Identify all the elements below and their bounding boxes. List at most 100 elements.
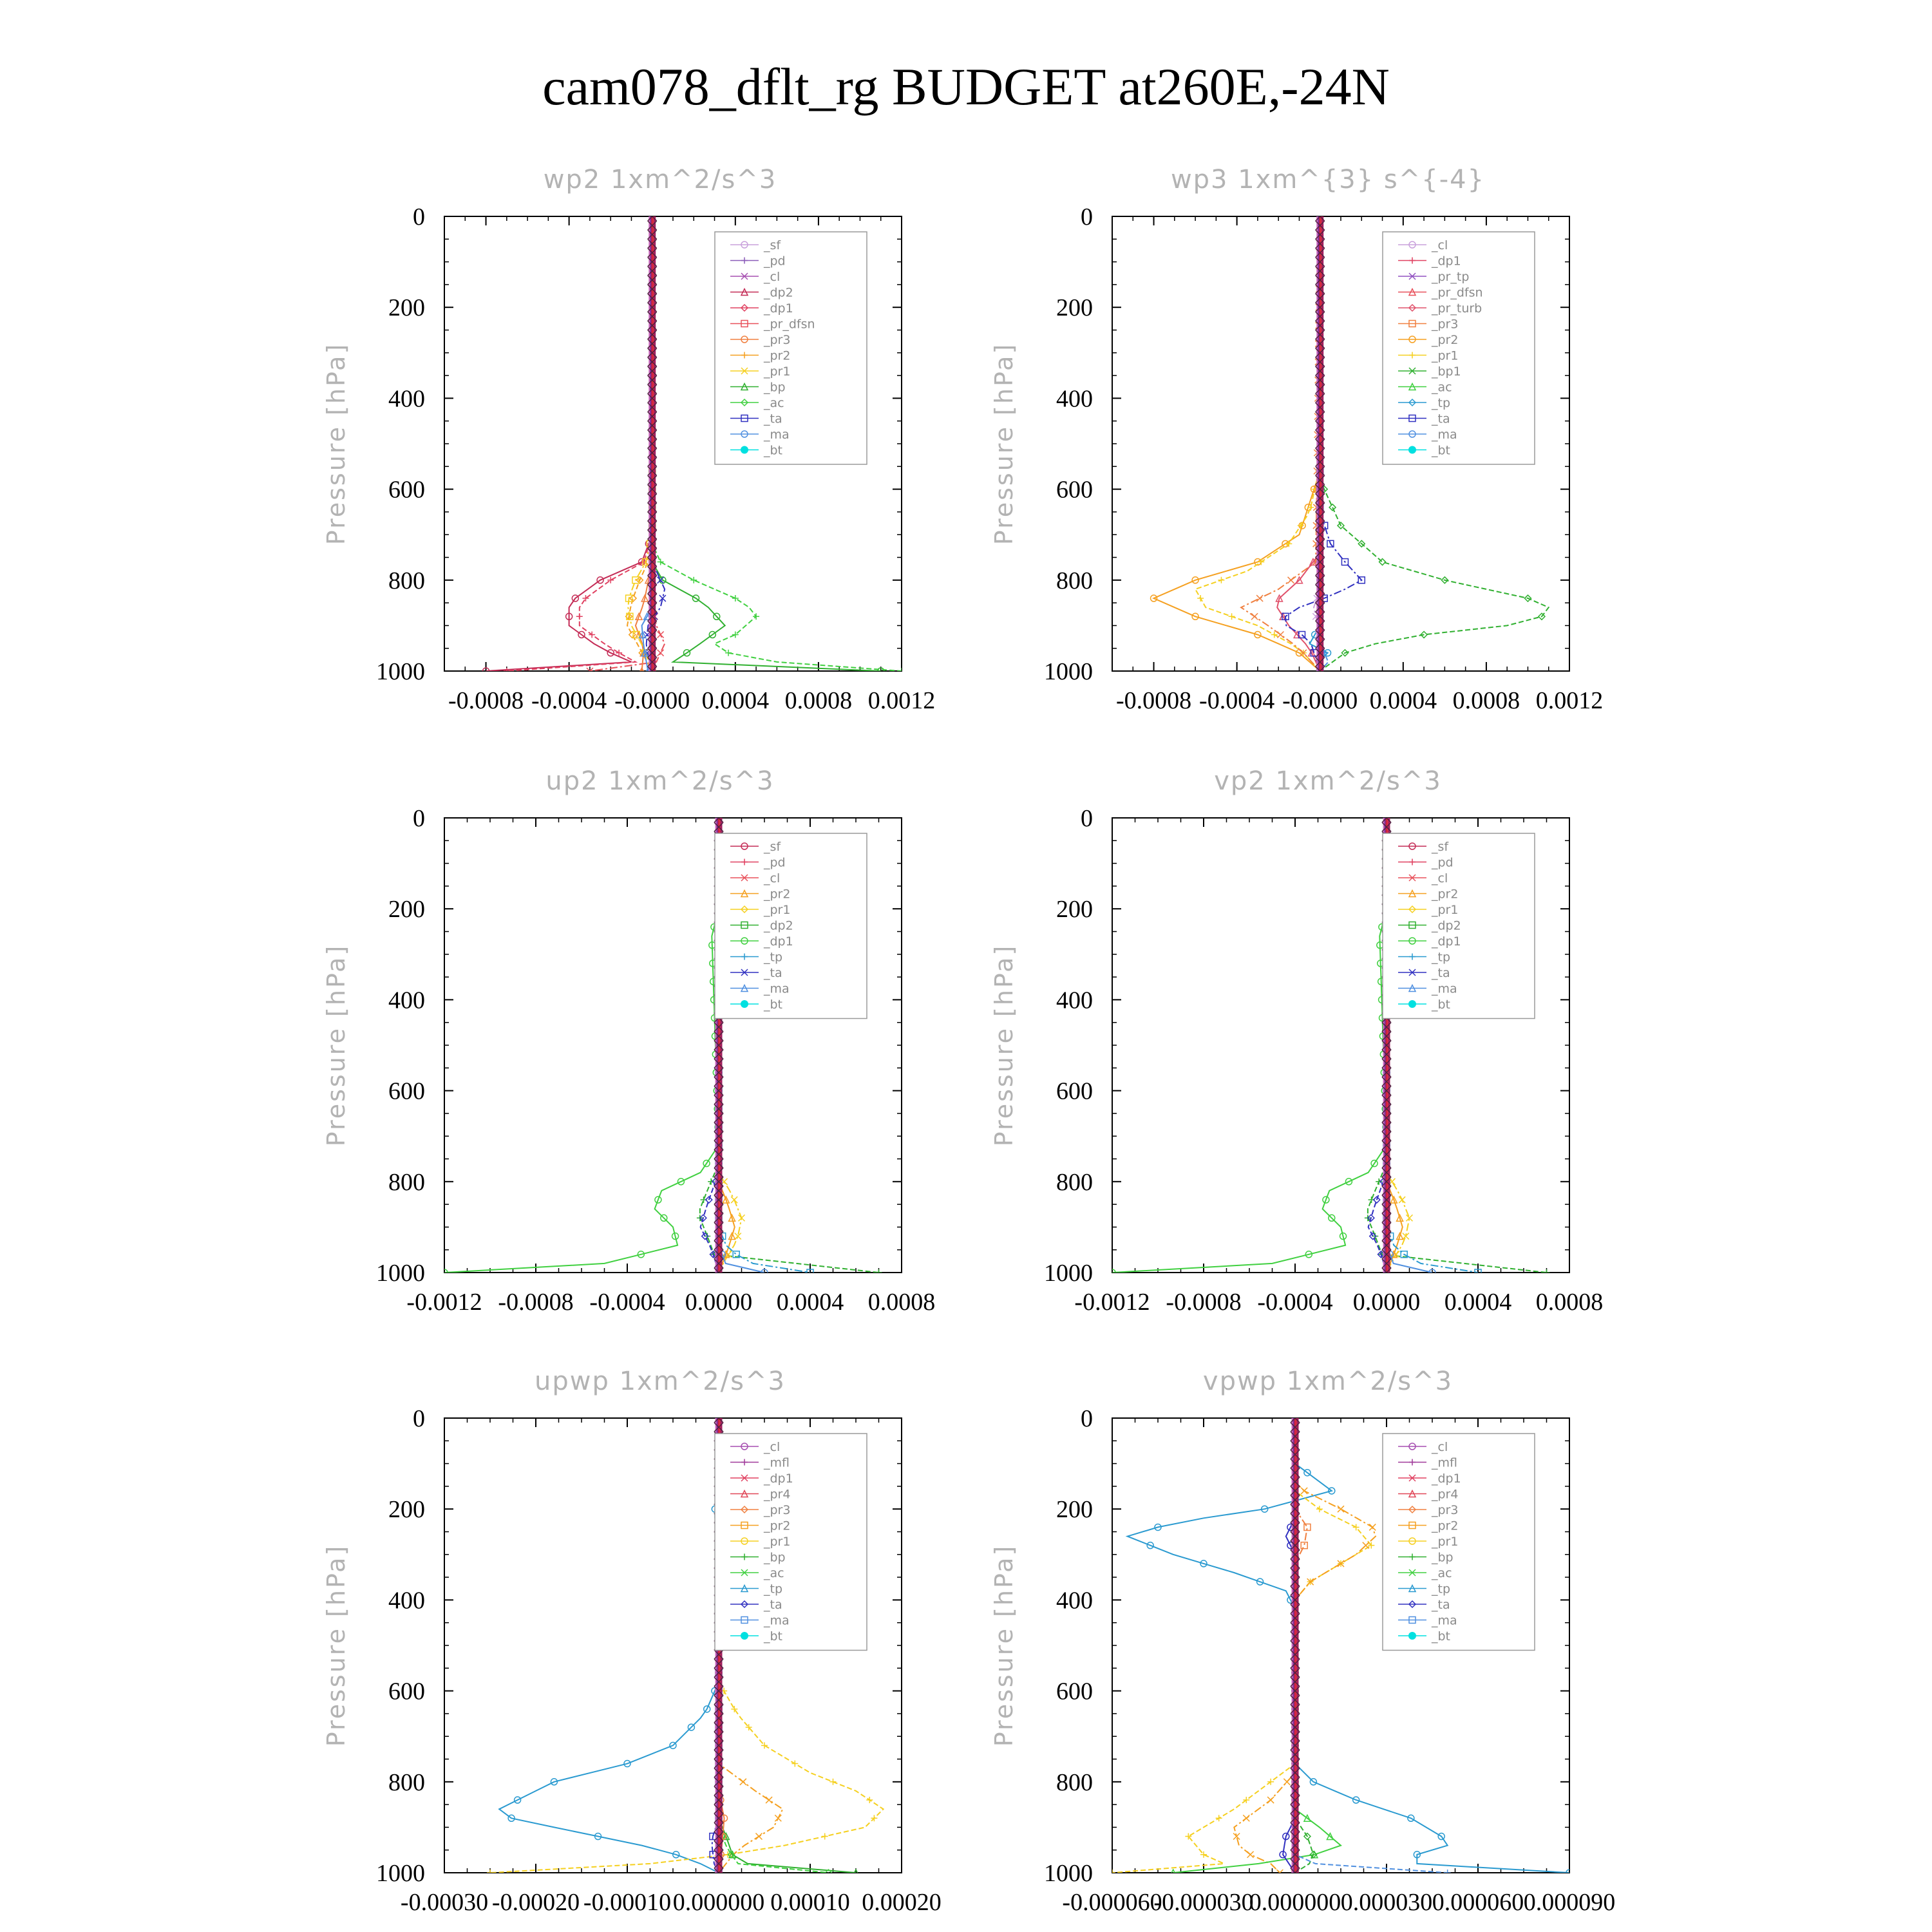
y-tick-label: 600 bbox=[1056, 1078, 1093, 1105]
zero-term-marker bbox=[714, 1749, 724, 1759]
legend-entry: _dp1 bbox=[763, 301, 793, 316]
zero-term-marker bbox=[714, 1831, 724, 1842]
zero-term-marker bbox=[714, 1231, 724, 1242]
legend-entry: _bp bbox=[1431, 1551, 1454, 1565]
zero-term-marker bbox=[1315, 457, 1325, 467]
series-marker bbox=[1358, 576, 1366, 584]
series-line-pr1 bbox=[1112, 1418, 1372, 1873]
zero-term-marker bbox=[1315, 657, 1325, 667]
zero-term-marker bbox=[1290, 1495, 1300, 1505]
zero-term-marker bbox=[1315, 330, 1325, 340]
zero-term-marker bbox=[1290, 1567, 1300, 1578]
zero-term-marker bbox=[1290, 1604, 1300, 1615]
series-marker bbox=[1275, 594, 1283, 602]
series-marker bbox=[1407, 1814, 1415, 1823]
zero-term-marker bbox=[1315, 529, 1325, 540]
series-marker bbox=[701, 1232, 709, 1240]
series-marker bbox=[1341, 649, 1349, 657]
series-marker bbox=[1298, 630, 1306, 639]
legend-marker bbox=[741, 1000, 748, 1008]
x-tick-label: 0.0012 bbox=[868, 687, 936, 714]
series-marker bbox=[1474, 1269, 1482, 1273]
zero-term-marker bbox=[714, 1267, 724, 1273]
x-tick-label: -0.000060 bbox=[1062, 1889, 1162, 1916]
series-marker bbox=[755, 1832, 763, 1841]
zero-term-marker bbox=[1381, 1258, 1392, 1269]
legend-entry: _pr2 bbox=[763, 1519, 790, 1533]
zero-term-marker bbox=[1290, 1831, 1300, 1842]
series-marker bbox=[1191, 612, 1199, 621]
legend-marker bbox=[1409, 352, 1416, 359]
legend-entry: _ma bbox=[1431, 428, 1457, 442]
legend-entry: _pr1 bbox=[1431, 903, 1458, 917]
zero-term-marker bbox=[1315, 575, 1325, 585]
y-axis-label: Pressure [hPa] bbox=[990, 944, 1018, 1147]
series-marker bbox=[641, 594, 649, 602]
series-marker bbox=[732, 595, 739, 602]
x-tick-label: 0.000000 bbox=[673, 1889, 765, 1916]
zero-term-marker bbox=[714, 1040, 724, 1050]
zero-term-marker bbox=[1290, 1431, 1300, 1441]
legend-marker bbox=[1408, 1569, 1416, 1577]
zero-term-marker bbox=[1290, 1468, 1300, 1478]
x-tick-label: -0.0012 bbox=[406, 1289, 482, 1316]
series-marker bbox=[1307, 1578, 1314, 1586]
legend-entry: _ta bbox=[763, 966, 782, 980]
legend-marker bbox=[1409, 858, 1416, 866]
series-marker bbox=[550, 1778, 558, 1786]
series-line-pr2 bbox=[626, 216, 653, 671]
series-marker bbox=[632, 576, 639, 584]
zero-term-marker bbox=[714, 1086, 724, 1096]
x-tick-label: -0.00010 bbox=[583, 1889, 671, 1916]
zero-term-marker bbox=[714, 1740, 724, 1750]
series-marker bbox=[582, 595, 589, 602]
legend-marker bbox=[741, 446, 748, 454]
zero-term-marker bbox=[1381, 1204, 1392, 1214]
legend-entry: _dp1 bbox=[763, 1472, 793, 1486]
legend-entry: _bt bbox=[763, 1629, 782, 1643]
series-marker bbox=[1400, 1251, 1408, 1258]
series-marker bbox=[1339, 1232, 1347, 1240]
legend-marker bbox=[741, 272, 748, 280]
legend-box bbox=[714, 231, 867, 465]
series-marker bbox=[636, 576, 644, 584]
y-tick-label: 1000 bbox=[1044, 658, 1093, 685]
panel-title: vpwp 1xm^2/s^3 bbox=[1203, 1367, 1453, 1396]
zero-term-marker bbox=[1315, 502, 1325, 513]
legend-entry: _pr1 bbox=[1431, 1535, 1458, 1549]
zero-term-marker bbox=[647, 593, 658, 603]
series-marker bbox=[1441, 576, 1449, 584]
series-marker bbox=[699, 1214, 707, 1222]
zero-term-marker bbox=[714, 1204, 724, 1214]
zero-term-marker bbox=[647, 293, 658, 303]
x-tick-label: -0.0008 bbox=[1166, 1289, 1241, 1316]
legend-entry: _tp bbox=[763, 951, 782, 965]
zero-term-marker bbox=[1290, 1695, 1300, 1705]
series-marker bbox=[1405, 1214, 1414, 1222]
legend-entry: _bt bbox=[1431, 998, 1450, 1012]
series-marker bbox=[625, 594, 633, 602]
legend-marker bbox=[1409, 257, 1416, 264]
zero-term-marker bbox=[714, 1422, 724, 1432]
series-marker bbox=[1256, 1578, 1264, 1586]
zero-term-marker bbox=[1315, 229, 1325, 240]
zero-term-marker bbox=[714, 1222, 724, 1232]
legend-marker bbox=[1409, 1553, 1416, 1560]
legend-entry: _ac bbox=[763, 1566, 784, 1580]
zero-term-marker bbox=[1290, 1477, 1300, 1487]
zero-term-marker bbox=[647, 584, 658, 594]
legend-marker bbox=[741, 921, 748, 929]
y-tick-label: 800 bbox=[1056, 1169, 1093, 1196]
series-marker bbox=[634, 612, 643, 621]
legend-marker bbox=[1408, 287, 1417, 296]
zero-term-marker bbox=[1290, 1786, 1300, 1796]
legend-entry: _cl bbox=[763, 871, 780, 886]
series-line-pr3 bbox=[1240, 216, 1321, 671]
series-marker bbox=[596, 576, 604, 584]
legend-entry: _ac bbox=[1431, 1566, 1452, 1580]
series-marker bbox=[876, 667, 885, 671]
series-marker bbox=[657, 630, 665, 639]
series-marker bbox=[708, 1178, 715, 1185]
legend-marker bbox=[741, 1569, 748, 1577]
y-tick-label: 600 bbox=[388, 1078, 425, 1105]
